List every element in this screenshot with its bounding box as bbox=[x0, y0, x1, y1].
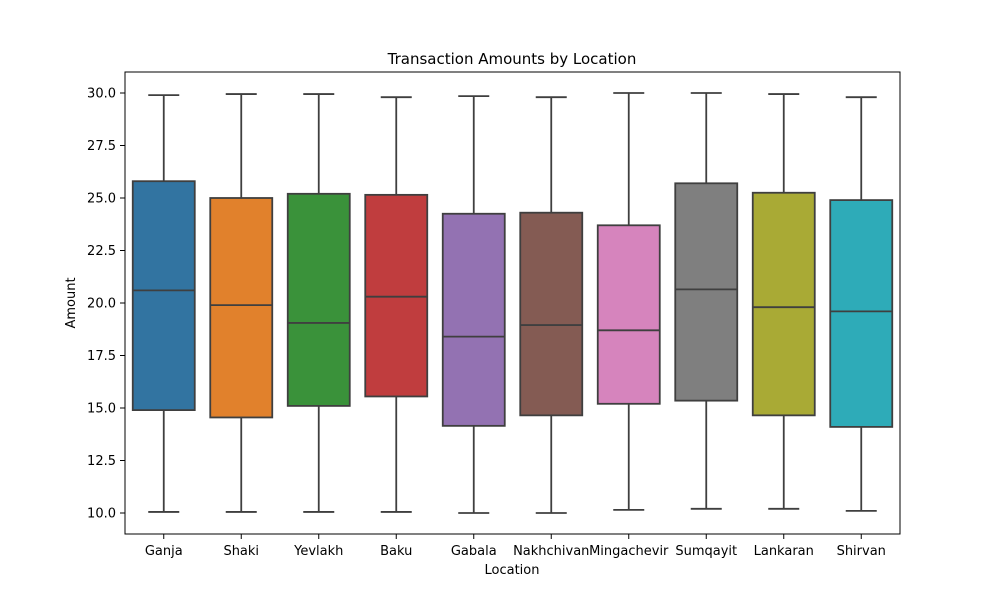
x-tick-label: Ganja bbox=[145, 544, 183, 559]
chart-title: Transaction Amounts by Location bbox=[387, 50, 637, 68]
box-iqr bbox=[829, 199, 894, 428]
x-tick-label: Gabala bbox=[451, 544, 497, 559]
x-tick-label: Shaki bbox=[223, 544, 259, 559]
y-tick-label: 20.0 bbox=[87, 297, 116, 312]
y-tick-label: 27.5 bbox=[87, 139, 116, 154]
box-iqr bbox=[751, 191, 816, 417]
x-tick-label: Lankaran bbox=[754, 544, 814, 559]
y-axis: 10.0 12.5 15.0 17.5 20.0 22.5 25.0 27.5 30.0 bbox=[87, 87, 125, 522]
box-group bbox=[286, 93, 351, 513]
x-tick-label: Mingachevir bbox=[589, 544, 669, 559]
y-tick-label: 30.0 bbox=[87, 87, 116, 102]
box-group bbox=[441, 95, 506, 514]
box-iqr bbox=[286, 192, 351, 407]
box-group bbox=[519, 96, 584, 514]
x-tick-label: Baku bbox=[380, 544, 412, 559]
x-tick-label: Yevlakh bbox=[293, 544, 343, 559]
box-iqr bbox=[674, 182, 739, 402]
box-iqr bbox=[519, 211, 584, 417]
y-axis-label: Amount bbox=[64, 277, 79, 328]
box-iqr bbox=[209, 197, 274, 419]
box-group bbox=[209, 93, 274, 513]
box-group bbox=[829, 96, 894, 512]
y-tick-label: 10.0 bbox=[87, 507, 116, 522]
box-group bbox=[596, 92, 661, 511]
box-iqr bbox=[131, 180, 196, 411]
x-tick-label: Shirvan bbox=[837, 544, 886, 559]
box-iqr bbox=[364, 193, 429, 398]
x-axis: Ganja Shaki Yevlakh Baku Gabala Nakhchivan Min… bbox=[145, 534, 886, 559]
plot-area bbox=[131, 92, 894, 514]
box-group bbox=[674, 92, 739, 510]
box-iqr bbox=[441, 212, 506, 427]
y-tick-label: 17.5 bbox=[87, 349, 116, 364]
box-group bbox=[131, 94, 196, 513]
box-group bbox=[364, 96, 429, 513]
x-axis-label: Location bbox=[485, 563, 540, 578]
y-tick-label: 12.5 bbox=[87, 454, 116, 469]
y-tick-label: 25.0 bbox=[87, 192, 116, 207]
x-tick-label: Sumqayit bbox=[675, 544, 737, 559]
x-tick-label: Nakhchivan bbox=[513, 544, 589, 559]
box-group bbox=[751, 93, 816, 510]
y-tick-label: 15.0 bbox=[87, 402, 116, 417]
y-tick-label: 22.5 bbox=[87, 244, 116, 259]
box-iqr bbox=[596, 224, 661, 405]
